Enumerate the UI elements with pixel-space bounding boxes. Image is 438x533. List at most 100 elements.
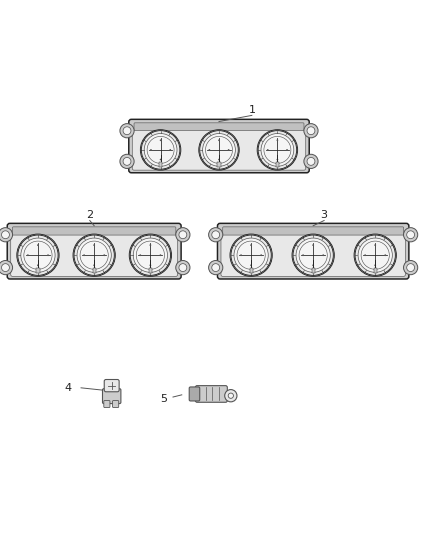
Circle shape [170,149,171,151]
FancyBboxPatch shape [92,268,96,273]
FancyBboxPatch shape [221,235,405,276]
Circle shape [261,134,294,166]
FancyBboxPatch shape [7,223,181,279]
Text: 5: 5 [160,394,167,404]
Circle shape [176,261,190,274]
FancyBboxPatch shape [104,379,119,392]
Circle shape [149,244,151,246]
Circle shape [276,159,278,160]
Circle shape [406,264,414,271]
Circle shape [264,136,291,164]
FancyBboxPatch shape [374,268,377,273]
Circle shape [136,241,165,269]
Circle shape [200,131,238,169]
Circle shape [123,157,131,165]
Circle shape [293,235,333,276]
Circle shape [17,234,59,276]
Circle shape [260,254,262,256]
FancyBboxPatch shape [189,387,200,401]
Circle shape [237,241,265,269]
Circle shape [160,140,162,141]
Circle shape [225,390,237,402]
Circle shape [230,234,272,276]
Circle shape [355,235,396,276]
Circle shape [144,134,177,166]
Circle shape [307,157,315,165]
Circle shape [374,264,376,266]
Circle shape [286,149,288,151]
Circle shape [312,264,314,266]
Circle shape [296,238,330,272]
Circle shape [160,159,162,160]
Circle shape [21,238,55,272]
Text: 3: 3 [321,210,328,220]
FancyBboxPatch shape [217,223,409,279]
Circle shape [212,264,219,271]
Circle shape [354,234,396,276]
Circle shape [218,159,220,160]
FancyBboxPatch shape [250,268,253,273]
Circle shape [133,238,167,272]
Circle shape [208,261,223,274]
FancyBboxPatch shape [311,268,315,273]
Circle shape [27,254,29,256]
FancyBboxPatch shape [104,400,110,408]
FancyBboxPatch shape [159,163,162,167]
Circle shape [307,127,315,135]
Circle shape [250,244,252,246]
Circle shape [179,231,187,239]
Circle shape [149,264,151,266]
FancyBboxPatch shape [223,227,404,239]
Circle shape [276,140,278,141]
Circle shape [37,244,39,246]
Circle shape [234,238,268,272]
Circle shape [24,241,52,269]
Circle shape [231,235,271,276]
Circle shape [250,264,252,266]
FancyBboxPatch shape [113,400,119,408]
Circle shape [179,264,187,271]
Circle shape [228,393,233,398]
Circle shape [120,154,134,168]
Circle shape [203,134,235,166]
FancyBboxPatch shape [195,386,227,402]
FancyBboxPatch shape [276,163,279,167]
Circle shape [83,254,85,256]
Circle shape [140,130,181,170]
Circle shape [1,264,9,271]
Circle shape [406,231,414,239]
Circle shape [403,261,418,274]
Circle shape [150,149,152,151]
Circle shape [208,228,223,242]
Circle shape [141,131,180,169]
FancyBboxPatch shape [217,163,221,167]
Circle shape [37,264,39,266]
Circle shape [176,228,190,242]
Circle shape [292,234,334,276]
Circle shape [267,149,268,151]
Circle shape [299,241,327,269]
Circle shape [103,254,105,256]
Circle shape [123,127,131,135]
Circle shape [74,235,114,276]
Circle shape [364,254,366,256]
Circle shape [258,131,297,169]
Circle shape [18,235,58,276]
Circle shape [199,130,239,170]
Circle shape [374,244,376,246]
Circle shape [257,130,298,170]
Circle shape [80,241,108,269]
Circle shape [385,254,386,256]
Circle shape [312,244,314,246]
Circle shape [130,235,170,276]
Circle shape [139,254,141,256]
Circle shape [228,149,230,151]
Circle shape [218,140,220,141]
FancyBboxPatch shape [149,268,152,273]
Circle shape [77,238,111,272]
Circle shape [240,254,242,256]
FancyBboxPatch shape [132,131,306,170]
FancyBboxPatch shape [102,389,121,403]
Circle shape [73,234,115,276]
Circle shape [159,254,161,256]
